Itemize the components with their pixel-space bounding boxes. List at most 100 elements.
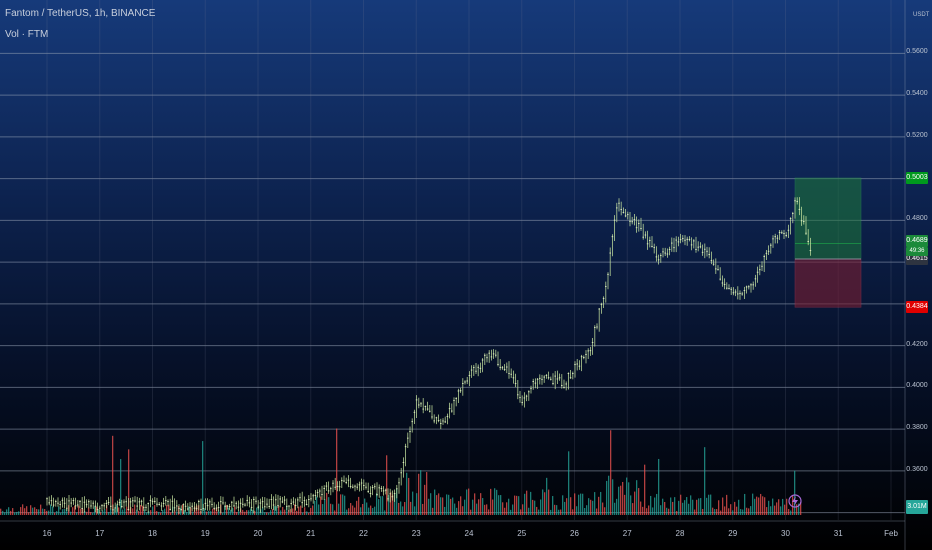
volume-bar bbox=[304, 507, 306, 515]
volume-bar bbox=[412, 491, 414, 515]
volume-bar bbox=[244, 511, 246, 515]
volume-bar bbox=[520, 509, 522, 515]
volume-bar bbox=[442, 497, 444, 515]
volume-bar bbox=[182, 504, 184, 515]
volume-bar bbox=[542, 489, 544, 515]
volume-bar bbox=[396, 488, 398, 515]
lightning-glyph bbox=[792, 496, 798, 506]
volume-bar bbox=[166, 505, 168, 515]
volume-bar bbox=[98, 509, 100, 515]
volume-bar bbox=[212, 508, 214, 515]
volume-bar bbox=[730, 504, 732, 515]
volume-bar bbox=[334, 510, 336, 515]
volume-bar bbox=[206, 511, 208, 515]
volume-bar bbox=[36, 509, 38, 515]
volume-bar bbox=[368, 507, 370, 515]
volume-bar bbox=[148, 510, 150, 515]
volume-bar bbox=[62, 509, 64, 515]
volume-bar bbox=[486, 504, 488, 515]
volume-bar bbox=[632, 503, 634, 515]
volume-bar bbox=[608, 475, 610, 515]
volume-bar bbox=[296, 510, 298, 515]
volume-bar bbox=[466, 489, 468, 515]
volume-bar bbox=[250, 508, 252, 515]
volume-bar bbox=[710, 494, 712, 515]
volume-bar bbox=[160, 512, 162, 515]
volume-bar bbox=[320, 496, 322, 515]
volume-bar bbox=[10, 510, 12, 515]
volume-bar bbox=[188, 506, 190, 515]
volume-bar bbox=[230, 509, 232, 515]
volume-bar bbox=[522, 504, 524, 515]
volume-bar bbox=[46, 510, 48, 515]
volume-bar bbox=[614, 502, 616, 515]
date-tick-label: 29 bbox=[728, 529, 738, 538]
volume-bar bbox=[624, 494, 626, 515]
volume-bar bbox=[670, 497, 672, 515]
volume-bar bbox=[474, 493, 476, 515]
volume-bar bbox=[118, 507, 120, 515]
volume-bar bbox=[686, 497, 688, 515]
volume-bar bbox=[82, 508, 84, 515]
volume-bar bbox=[120, 459, 122, 515]
volume-bar bbox=[380, 496, 382, 515]
volume-bar bbox=[306, 511, 308, 515]
volume-bar bbox=[612, 479, 614, 515]
volume-bar bbox=[328, 497, 330, 515]
volume-bar bbox=[364, 498, 366, 515]
volume-bar bbox=[724, 506, 726, 515]
volume-bar bbox=[224, 505, 226, 515]
volume-bar bbox=[138, 510, 140, 515]
volume-bar bbox=[150, 510, 152, 515]
date-tick-label: 27 bbox=[622, 529, 632, 538]
volume-bar bbox=[468, 488, 470, 515]
date-tick-label: 16 bbox=[42, 529, 52, 538]
volume-bar bbox=[340, 494, 342, 515]
volume-bar bbox=[232, 507, 234, 515]
volume-bar bbox=[372, 508, 374, 515]
volume-bar bbox=[136, 509, 138, 515]
volume-bar bbox=[114, 508, 116, 515]
volume-bar bbox=[644, 464, 646, 515]
volume-bar bbox=[418, 473, 420, 515]
target-price-badge: 0.5003 bbox=[906, 172, 928, 184]
volume-bar bbox=[102, 510, 104, 515]
volume-bar bbox=[100, 512, 102, 515]
volume-bar bbox=[252, 509, 254, 515]
volume-bar bbox=[658, 458, 660, 515]
volume-bar bbox=[626, 477, 628, 515]
volume-bar bbox=[92, 512, 94, 515]
volume-bar bbox=[622, 481, 624, 515]
volume-bar bbox=[524, 493, 526, 515]
volume-bar bbox=[700, 498, 702, 515]
volume-bar bbox=[748, 508, 750, 515]
volume-bar bbox=[738, 499, 740, 515]
volume-bar bbox=[222, 512, 224, 515]
volume-bar bbox=[688, 503, 690, 515]
volume-bar bbox=[458, 501, 460, 515]
volume-bar bbox=[774, 505, 776, 515]
volume-bar bbox=[156, 511, 158, 515]
currency-label: USDT bbox=[913, 12, 930, 18]
volume-bar bbox=[78, 505, 80, 515]
volume-bar bbox=[116, 504, 118, 515]
volume-bar bbox=[316, 496, 318, 515]
volume-bar bbox=[564, 501, 566, 515]
volume-bar bbox=[620, 485, 622, 515]
volume-bar bbox=[650, 495, 652, 515]
volume-bar bbox=[696, 499, 698, 515]
volume-bar bbox=[350, 503, 352, 515]
volume-bar bbox=[374, 506, 376, 515]
volume-bar bbox=[652, 507, 654, 515]
volume-bar bbox=[590, 499, 592, 515]
stop-price-badge: 0.4384 bbox=[906, 301, 928, 314]
volume-bar bbox=[640, 501, 642, 515]
volume-bar bbox=[378, 499, 380, 515]
volume-bar bbox=[768, 500, 770, 515]
volume-bar bbox=[746, 507, 748, 515]
volume-bar bbox=[508, 498, 510, 515]
price-tick-label: 0.3800 bbox=[906, 424, 928, 432]
volume-bar bbox=[530, 491, 532, 515]
